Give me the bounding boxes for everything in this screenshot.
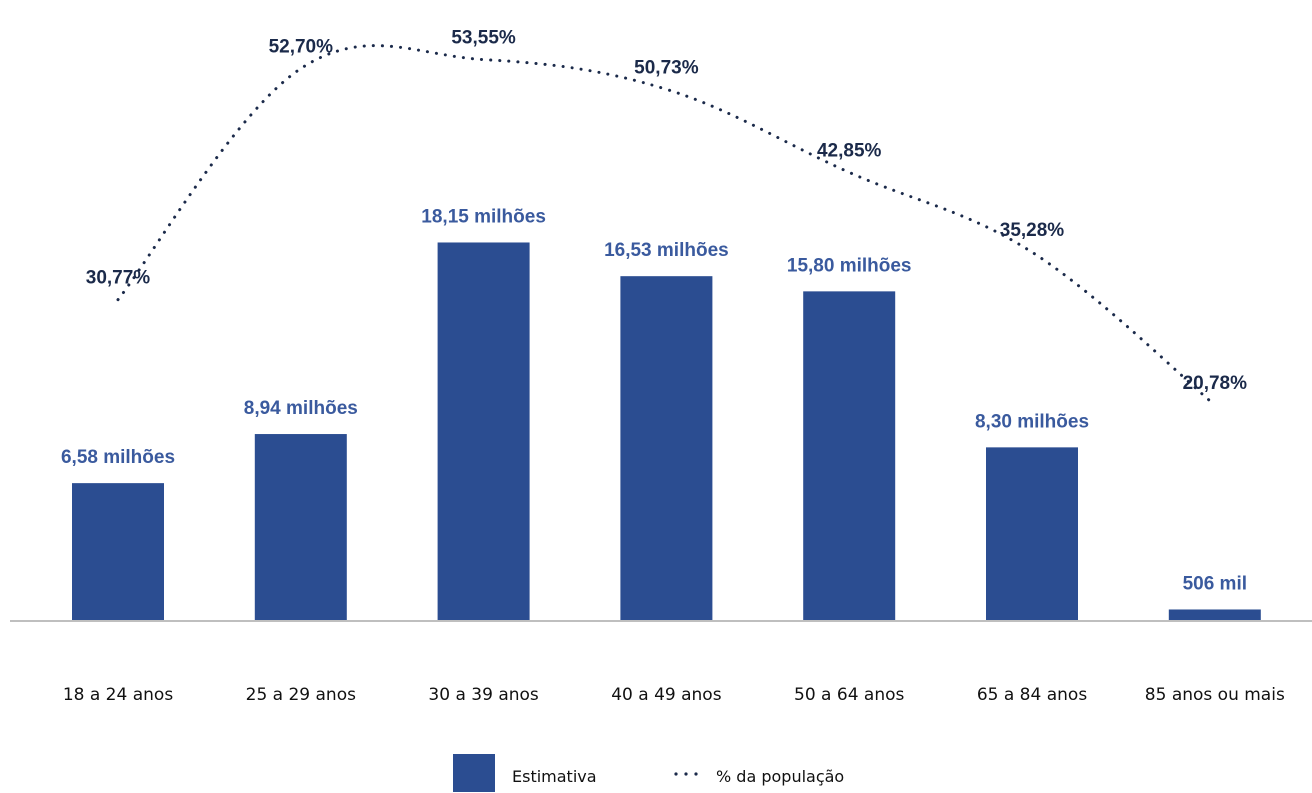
percentage-label-5: 42,85%	[817, 140, 882, 161]
legend-bar-label: Estimativa	[512, 767, 597, 786]
bar-1	[72, 483, 164, 620]
legend-line-swatch	[674, 772, 698, 776]
bar-value-label-2: 8,94 milhões	[244, 398, 358, 419]
category-label-5: 50 a 64 anos	[794, 685, 904, 705]
percentage-line-layer	[116, 44, 1217, 407]
bar-value-label-6: 8,30 milhões	[975, 411, 1089, 432]
bar-value-label-3: 18,15 milhões	[421, 206, 546, 227]
bar-value-label-5: 15,80 milhões	[787, 255, 912, 276]
bars-layer	[72, 242, 1261, 621]
legend-bar-swatch	[453, 754, 495, 792]
category-label-3: 30 a 39 anos	[428, 685, 538, 705]
legend-line-label: % da população	[716, 767, 844, 786]
percentage-label-1: 30,77%	[86, 268, 151, 289]
percentage-label-2: 52,70%	[269, 37, 334, 58]
percentage-label-7: 20,78%	[1183, 373, 1248, 394]
bar-value-label-7: 506 mil	[1183, 573, 1247, 594]
category-label-7: 85 anos ou mais	[1145, 685, 1285, 705]
bar-7	[1168, 609, 1261, 620]
bar-5	[803, 291, 896, 620]
percentage-labels-layer: 30,77% 52,70% 53,55% 50,73% 42,85% 35,28% 20,7…	[86, 28, 1247, 394]
percentage-label-3: 53,55%	[451, 28, 516, 49]
percentage-label-6: 35,28%	[1000, 220, 1065, 241]
bar-value-label-4: 16,53 milhões	[604, 240, 729, 261]
bar-4	[620, 276, 713, 620]
category-labels-layer: 18 a 24 anos 25 a 29 anos 30 a 39 anos 40 a…	[63, 685, 1285, 705]
bar-3	[437, 242, 530, 621]
legend: Estimativa % da população	[453, 754, 844, 792]
category-label-1: 18 a 24 anos	[63, 685, 173, 705]
bar-labels-layer: 6,58 milhões 8,94 milhões 18,15 milhões 16,…	[61, 206, 1247, 594]
percentage-line	[116, 44, 1217, 407]
bar-value-label-1: 6,58 milhões	[61, 447, 175, 468]
category-label-4: 40 a 49 anos	[611, 685, 721, 705]
percentage-label-4: 50,73%	[634, 57, 699, 78]
bar-6	[986, 447, 1078, 620]
category-label-6: 65 a 84 anos	[977, 685, 1087, 705]
category-label-2: 25 a 29 anos	[246, 685, 356, 705]
bar-2	[254, 434, 347, 620]
